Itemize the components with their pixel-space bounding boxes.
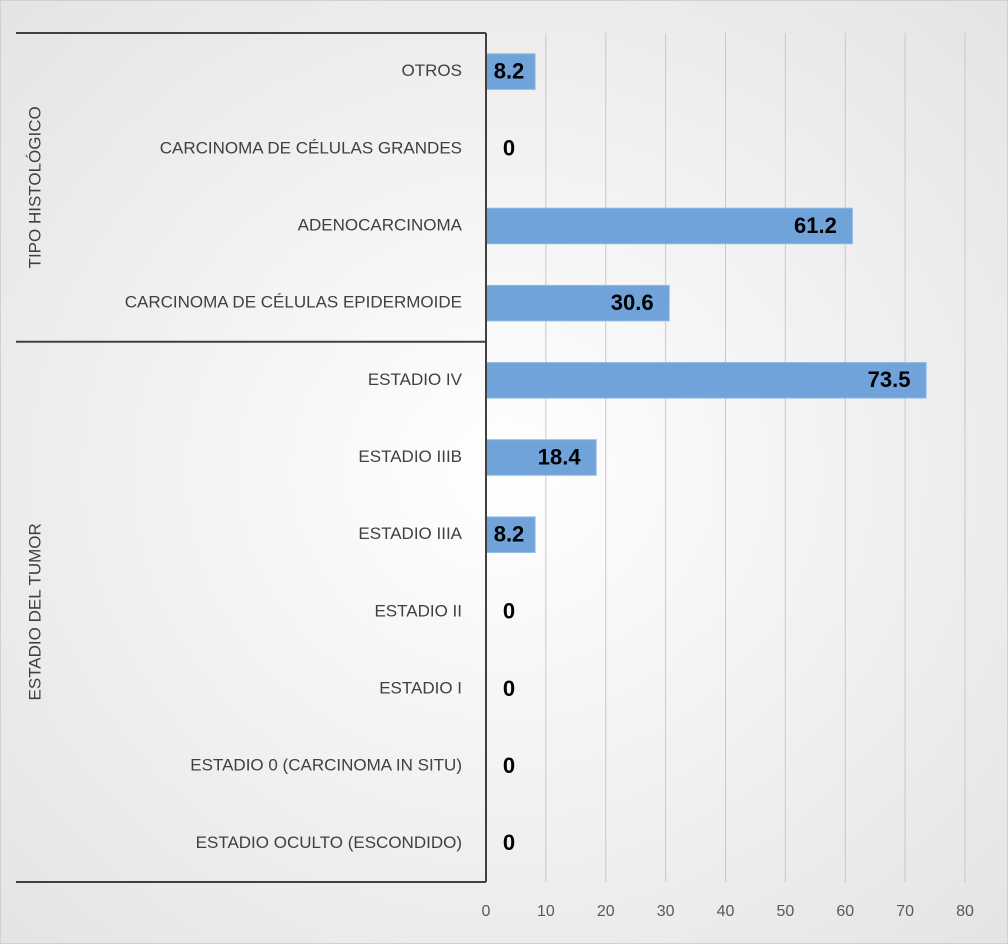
data-label: 18.4 [538,444,582,469]
data-label: 0 [503,599,515,624]
x-tick-label: 30 [657,903,675,920]
bar [485,207,853,245]
data-label: 61.2 [794,213,837,238]
data-label: 8.2 [494,521,525,546]
y-tick-label: ESTADIO II [374,601,462,620]
y-tick-label: ESTADIO OCULTO (ESCONDIDO) [196,833,462,852]
x-tick-label: 0 [482,903,491,920]
y-tick-label: ESTADIO IIIB [358,447,462,466]
y-tick-label: ESTADIO I [379,679,462,698]
y-tick-label: ADENOCARCINOMA [298,215,463,234]
x-tick-label: 60 [836,903,854,920]
data-label: 0 [503,136,515,161]
data-label: 0 [503,753,515,778]
y-tick-label: OTROS [402,61,462,80]
data-label: 30.6 [611,290,654,315]
x-tick-label: 40 [717,903,735,920]
data-label: 8.2 [494,58,525,83]
bar [485,284,670,322]
data-label: 0 [503,676,515,701]
data-label: 0 [503,830,515,855]
group-label: ESTADIO DEL TUMOR [25,523,44,700]
x-tick-label: 50 [776,903,794,920]
y-tick-label: ESTADIO 0 (CARCINOMA IN SITU) [190,756,462,775]
bar [485,516,536,553]
bar [485,439,597,476]
y-tick-label: ESTADIO IIIA [358,524,462,543]
x-tick-label: 70 [896,903,914,920]
bar [485,362,927,399]
group-label: TIPO HISTOLÓGICO [25,106,44,268]
data-label: 73.5 [868,367,911,392]
y-tick-label: CARCINOMA DE CÉLULAS GRANDES [160,138,462,157]
y-tick-label: CARCINOMA DE CÉLULAS EPIDERMOIDE [125,293,462,312]
y-tick-label: ESTADIO IV [368,370,463,389]
x-tick-label: 20 [597,903,615,920]
x-tick-label: 80 [956,903,974,920]
x-tick-label: 10 [537,903,555,920]
marks: 8.2 0 61.2 30.6 73.5 18.4 8.2 0 0 0 0 [485,53,927,855]
